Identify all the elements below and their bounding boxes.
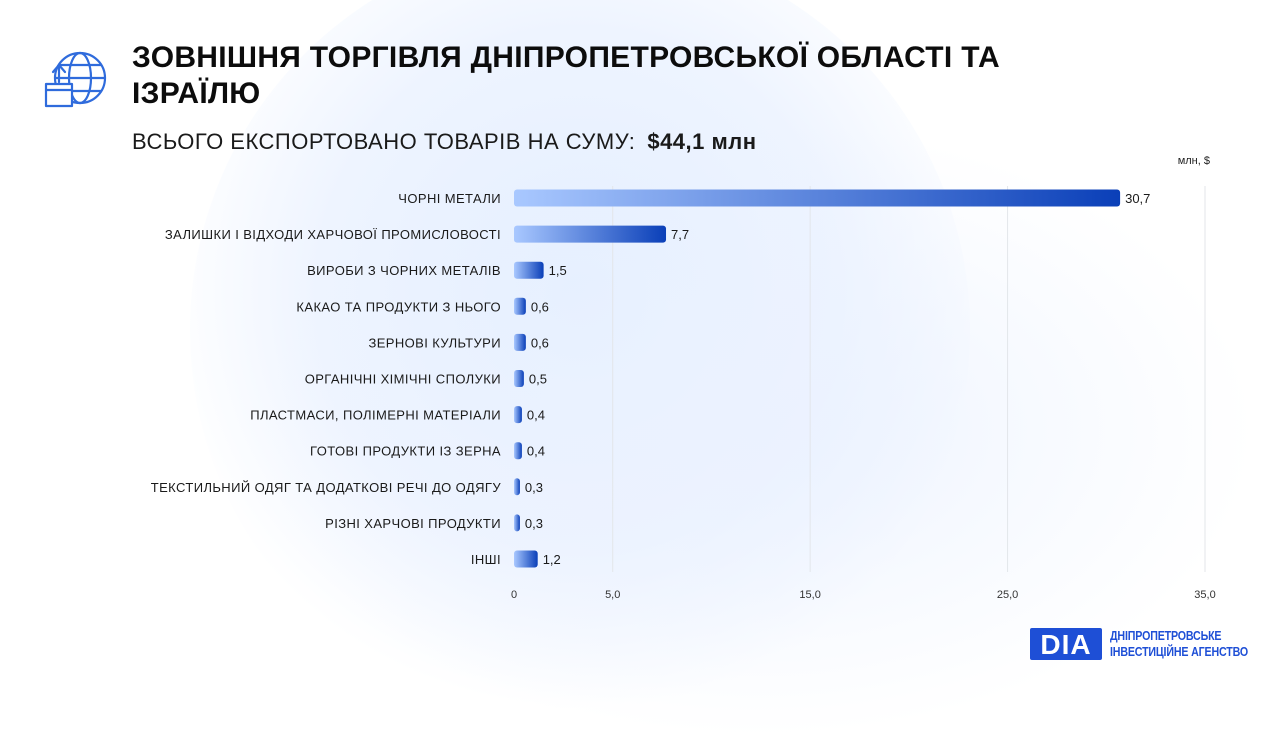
brand-name: ДНІПРОПЕТРОВСЬКЕ ІНВЕСТИЦІЙНЕ АГЕНСТВО — [1110, 628, 1248, 660]
dia-logo: DIA — [1030, 628, 1102, 660]
value-label: 0,6 — [531, 299, 549, 314]
category-label: КАКАО ТА ПРОДУКТИ З НЬОГО — [296, 299, 501, 314]
bar — [514, 370, 524, 387]
value-label: 0,3 — [525, 516, 543, 531]
bar — [514, 297, 526, 315]
category-label: ВИРОБИ З ЧОРНИХ МЕТАЛІВ — [307, 263, 501, 278]
page-title: ЗОВНІШНЯ ТОРГІВЛЯ ДНІПРОПЕТРОВСЬКОЇ ОБЛА… — [132, 41, 1000, 110]
bar — [514, 189, 1121, 207]
dia-logo-text: DIA — [1040, 629, 1091, 660]
category-label: ГОТОВІ ПРОДУКТИ ІЗ ЗЕРНА — [310, 444, 501, 459]
x-tick-label: 25,0 — [997, 589, 1018, 601]
bar — [514, 478, 520, 496]
value-label: 30,7 — [1125, 191, 1150, 206]
bar — [514, 406, 522, 424]
value-label: 0,5 — [529, 372, 547, 387]
category-label: ЧОРНІ МЕТАЛИ — [398, 191, 501, 206]
value-label: 0,3 — [525, 480, 543, 495]
export-total-label: ВСЬОГО ЕКСПОРТОВАНО ТОВАРІВ НА СУМУ: — [132, 129, 636, 154]
bar — [514, 261, 544, 279]
value-label: 1,2 — [543, 552, 561, 567]
x-tick-label: 0 — [511, 589, 517, 601]
category-label: ТЕКСТИЛЬНИЙ ОДЯГ ТА ДОДАТКОВІ РЕЧІ ДО ОД… — [151, 480, 502, 495]
export-total-amount: $44,1 млн — [647, 129, 757, 154]
bar — [514, 333, 526, 351]
brand-line-2: ІНВЕСТИЦІЙНЕ АГЕНСТВО — [1110, 644, 1249, 659]
export-bar-chart: ЧОРНІ МЕТАЛИ 30,7 ЗАЛИШКИ І ВІДХОДИ ХАРЧОВ… — [151, 186, 1216, 601]
brand-line-1: ДНІПРОПЕТРОВСЬКЕ — [1110, 628, 1222, 643]
bar — [514, 550, 538, 568]
category-label: ЗЕРНОВІ КУЛЬТУРИ — [368, 335, 501, 350]
bar — [514, 442, 522, 460]
globe-box-export-icon — [44, 51, 107, 108]
export-total-line: ВСЬОГО ЕКСПОРТОВАНО ТОВАРІВ НА СУМУ: $44,… — [132, 128, 757, 156]
value-label: 7,7 — [671, 227, 689, 242]
value-label: 0,4 — [527, 444, 545, 459]
x-tick-label: 35,0 — [1194, 589, 1215, 601]
unit-label: млн, $ — [1177, 155, 1210, 167]
category-label: РІЗНІ ХАРЧОВІ ПРОДУКТИ — [325, 516, 501, 531]
category-label: ЗАЛИШКИ І ВІДХОДИ ХАРЧОВОЇ ПРОМИСЛОВОСТІ — [165, 227, 501, 242]
x-tick-label: 5,0 — [605, 589, 620, 601]
bar — [514, 225, 667, 243]
value-label: 0,6 — [531, 335, 549, 350]
value-label: 1,5 — [549, 263, 567, 278]
x-tick-label: 15,0 — [799, 589, 820, 601]
category-label: ПЛАСТМАСИ, ПОЛІМЕРНІ МАТЕРІАЛИ — [250, 408, 501, 423]
bar — [514, 514, 520, 532]
value-label: 0,4 — [527, 408, 545, 423]
category-label: ОРГАНІЧНІ ХІМІЧНІ СПОЛУКИ — [305, 372, 501, 387]
category-label: ІНШІ — [471, 552, 501, 567]
